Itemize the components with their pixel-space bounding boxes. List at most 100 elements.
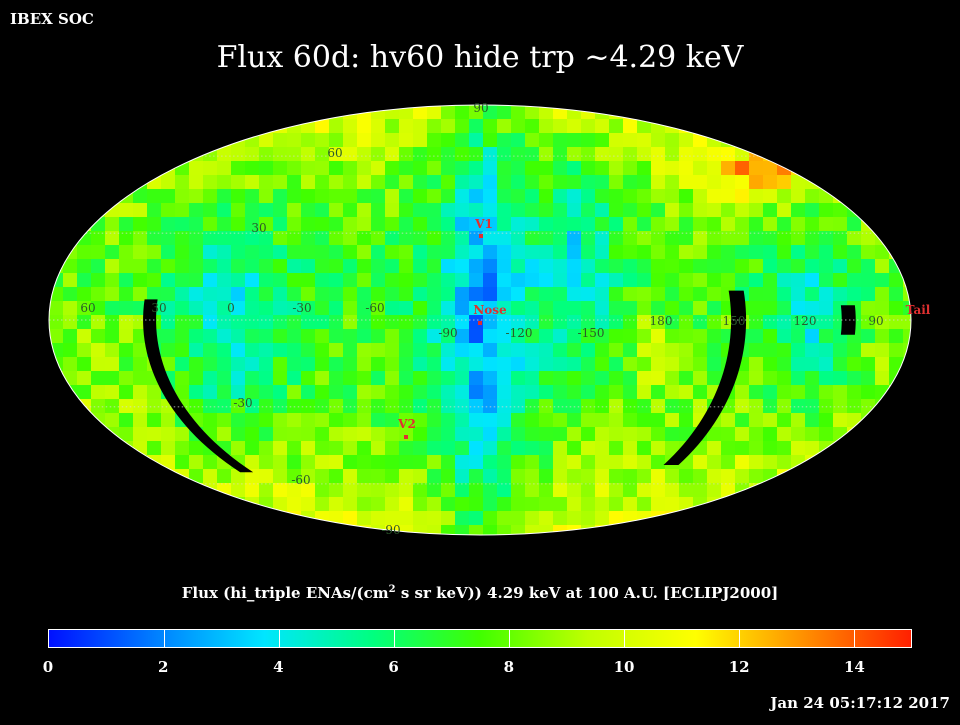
flux-pixel [875,287,890,302]
flux-pixel [735,455,750,470]
flux-pixel [693,469,708,484]
flux-pixel [903,427,911,442]
flux-pixel [749,259,764,274]
flux-pixel [427,245,442,260]
flux-pixel [833,217,848,232]
flux-pixel [721,217,736,232]
flux-pixel [427,301,442,316]
flux-pixel [49,245,64,260]
flux-pixel [343,413,358,428]
flux-pixel [329,217,344,232]
flux-pixel [861,511,876,526]
flux-pixel [511,455,526,470]
flux-pixel [847,385,862,400]
flux-pixel [357,147,372,162]
flux-pixel [861,441,876,456]
flux-pixel [259,273,274,288]
flux-pixel [49,119,64,134]
flux-pixel [567,483,582,498]
flux-pixel [749,469,764,484]
flux-pixel [651,511,666,526]
flux-pixel [105,287,120,302]
flux-pixel [217,371,232,386]
flux-pixel [273,497,288,512]
flux-pixel [819,245,834,260]
flux-pixel [875,203,890,218]
flux-pixel [483,189,498,204]
latitude-label: -60 [291,473,310,487]
flux-pixel [525,511,540,526]
flux-pixel [847,399,862,414]
flux-pixel [469,203,484,218]
flux-pixel [343,119,358,134]
flux-pixel [385,399,400,414]
flux-pixel [497,357,512,372]
flux-pixel [413,231,428,246]
flux-pixel [833,287,848,302]
flux-pixel [511,301,526,316]
flux-pixel [273,483,288,498]
flux-pixel [567,371,582,386]
flux-pixel [791,357,806,372]
flux-pixel [805,441,820,456]
flux-pixel [427,161,442,176]
flux-pixel [609,189,624,204]
flux-pixel [399,259,414,274]
flux-pixel [567,245,582,260]
flux-pixel [609,147,624,162]
flux-pixel [819,231,834,246]
flux-pixel [665,399,680,414]
flux-pixel [651,385,666,400]
flux-pixel [525,273,540,288]
flux-pixel [91,133,106,148]
flux-pixel [161,455,176,470]
flux-pixel [413,483,428,498]
flux-pixel [203,217,218,232]
flux-pixel [245,161,260,176]
flux-pixel [903,399,911,414]
flux-pixel [315,189,330,204]
flux-pixel [217,231,232,246]
flux-pixel [357,329,372,344]
flux-pixel [273,441,288,456]
flux-pixel [273,343,288,358]
flux-pixel [567,217,582,232]
flux-pixel [217,357,232,372]
flux-pixel [203,525,218,535]
flux-pixel [245,189,260,204]
flux-pixel [777,259,792,274]
flux-pixel [385,217,400,232]
flux-pixel [777,189,792,204]
flux-pixel [91,455,106,470]
flux-pixel [399,399,414,414]
coordinate-grid [49,155,911,485]
flux-pixel [119,357,134,372]
flux-pixel [609,161,624,176]
flux-pixel [553,259,568,274]
flux-pixel [623,399,638,414]
flux-pixel [189,119,204,134]
flux-pixel [665,217,680,232]
flux-pixel [777,385,792,400]
flux-pixel [413,245,428,260]
flux-pixel [427,315,442,330]
flux-pixel [595,469,610,484]
flux-pixel [623,315,638,330]
flux-pixel [497,385,512,400]
flux-pixel [609,133,624,148]
flux-pixel [623,147,638,162]
flux-pixel [385,119,400,134]
flux-pixel [889,189,904,204]
flux-pixel [371,119,386,134]
flux-pixel [525,203,540,218]
flux-pixel [665,413,680,428]
flux-pixel [469,133,484,148]
flux-pixel [385,203,400,218]
flux-pixel [231,147,246,162]
flux-pixel [749,287,764,302]
flux-pixel [637,147,652,162]
flux-pixel [385,483,400,498]
flux-pixel [385,329,400,344]
flux-pixel [441,329,456,344]
